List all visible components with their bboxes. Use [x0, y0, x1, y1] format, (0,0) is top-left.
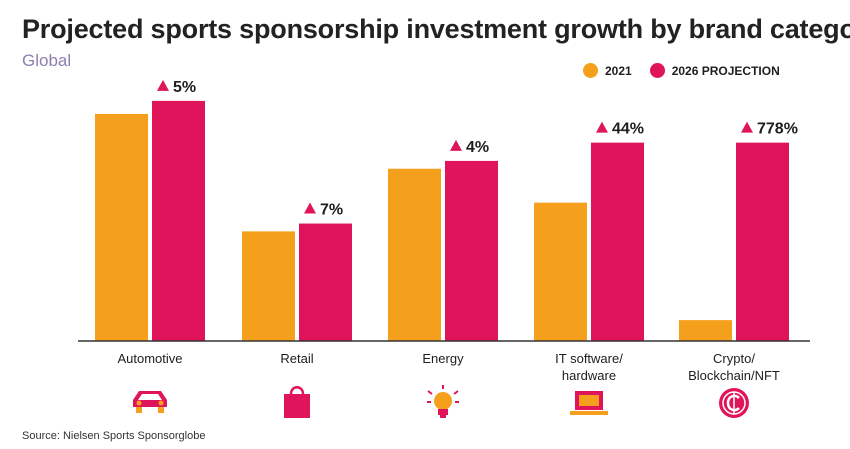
- growth-up-triangle-icon: [450, 139, 462, 151]
- legend-swatch-2021: [583, 63, 598, 78]
- car-icon: [133, 391, 167, 413]
- lightbulb-icon: [427, 385, 459, 418]
- chart-legend: 2021 2026 PROJECTION: [583, 63, 798, 78]
- growth-up-triangle-icon: [741, 121, 753, 133]
- bar-2026-1: [299, 223, 352, 341]
- bar-2026-0: [152, 100, 205, 341]
- category-label-1: Retail: [280, 351, 313, 366]
- laptop-icon: [570, 391, 608, 415]
- source-note: Source: Nielsen Sports Sponsorglobe: [22, 430, 206, 442]
- chart-subtitle: Global: [22, 51, 72, 70]
- legend-item-2021: 2021: [583, 63, 632, 78]
- growth-label-4: 778%: [757, 121, 798, 138]
- bar-2021-1: [242, 231, 295, 341]
- legend-swatch-2026: [649, 63, 665, 78]
- category-label-2: Energy: [422, 351, 464, 366]
- growth-label-2: 4%: [466, 139, 489, 156]
- legend-item-2026: 2026 PROJECTION: [649, 63, 780, 78]
- bar-2021-2: [388, 168, 441, 341]
- category-label-4: Blockchain/NFT: [688, 368, 780, 383]
- bar-2026-3: [591, 142, 644, 341]
- bar-2026-4: [736, 142, 789, 341]
- growth-up-triangle-icon: [596, 121, 608, 133]
- bar-2021-4: [679, 320, 732, 341]
- legend-label-2026: 2026 PROJECTION: [671, 63, 780, 78]
- category-label-3: hardware: [562, 368, 616, 383]
- growth-label-3: 44%: [612, 121, 644, 138]
- crypto-coin-icon: [719, 388, 749, 418]
- category-label-0: Automotive: [117, 351, 182, 366]
- growth-up-triangle-icon: [304, 202, 316, 214]
- category-label-3: IT software/: [555, 351, 623, 366]
- growth-label-0: 5%: [173, 79, 196, 96]
- growth-up-triangle-icon: [157, 79, 169, 91]
- chart-title: Projected sports sponsorship investment …: [22, 14, 850, 44]
- bar-2026-2: [445, 160, 498, 341]
- growth-label-1: 7%: [320, 202, 343, 219]
- shopping-bag-icon: [284, 386, 310, 418]
- category-label-4: Crypto/: [713, 351, 755, 366]
- bar-2021-0: [95, 113, 148, 342]
- bar-2021-3: [534, 202, 587, 341]
- legend-label-2021: 2021: [605, 63, 632, 78]
